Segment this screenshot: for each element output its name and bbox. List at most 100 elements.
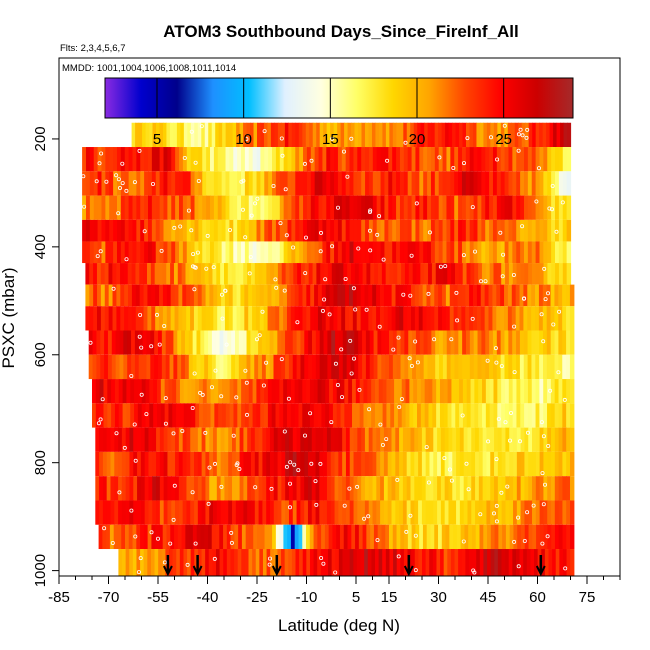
heatmap-cell xyxy=(241,403,246,428)
heatmap-cell xyxy=(455,263,460,285)
observation-dot xyxy=(260,309,265,314)
heatmap-cell xyxy=(532,122,537,148)
heatmap-cell xyxy=(217,147,223,172)
heatmap-cell xyxy=(358,524,364,550)
heatmap-cell xyxy=(546,284,552,307)
heatmap-cell xyxy=(89,219,95,242)
heatmap-cell xyxy=(148,147,153,172)
heatmap-cell xyxy=(116,306,121,331)
heatmap-cell xyxy=(368,427,374,452)
observation-dot xyxy=(172,483,177,488)
heatmap-cell xyxy=(216,451,222,477)
heatmap-cell xyxy=(318,147,324,172)
heatmap-cell xyxy=(501,263,506,285)
heatmap-cell xyxy=(292,427,298,452)
heatmap-cell xyxy=(380,476,385,501)
heatmap-cell xyxy=(147,524,152,550)
heatmap-cell xyxy=(500,330,506,355)
heatmap-cell xyxy=(535,427,541,452)
heatmap-cell xyxy=(175,500,180,525)
heatmap-cell xyxy=(268,195,273,220)
heatmap-cell xyxy=(115,354,121,380)
heatmap-cell xyxy=(389,549,394,576)
observation-dot xyxy=(163,421,168,426)
heatmap-cell xyxy=(478,451,484,477)
heatmap-cell xyxy=(394,403,399,428)
heatmap-cell xyxy=(454,330,459,355)
heatmap-cell xyxy=(153,403,158,428)
heatmap-cell xyxy=(461,171,467,196)
heatmap-cell xyxy=(411,147,417,172)
heatmap-cell xyxy=(404,263,410,285)
observation-dot xyxy=(321,561,326,566)
heatmap-cell xyxy=(223,549,228,576)
observation-dot xyxy=(203,430,208,435)
heatmap-cell xyxy=(173,263,179,285)
heatmap-cell xyxy=(195,379,200,404)
heatmap-cell xyxy=(140,476,146,501)
observation-dot xyxy=(494,360,499,365)
heatmap-cell xyxy=(407,195,413,220)
heatmap-cell xyxy=(434,306,439,331)
heatmap-cell xyxy=(418,549,423,576)
observation-dot xyxy=(157,342,162,347)
heatmap-cell xyxy=(164,379,170,404)
heatmap-cell xyxy=(292,500,298,525)
heatmap-cell xyxy=(344,379,349,404)
heatmap-cell xyxy=(288,427,294,452)
heatmap-cell xyxy=(175,147,180,172)
heatmap-cell xyxy=(555,147,560,172)
heatmap-cell xyxy=(283,284,288,307)
heatmap-cell xyxy=(400,330,405,355)
heatmap-cell xyxy=(415,195,420,220)
heatmap-cell xyxy=(438,241,444,264)
heatmap-cell xyxy=(275,379,280,404)
heatmap-cell xyxy=(207,524,213,550)
heatmap-cell xyxy=(310,147,316,172)
heatmap-cell xyxy=(410,122,415,148)
heatmap-cell xyxy=(473,330,479,355)
heatmap-cell xyxy=(102,451,108,477)
heatmap-cell xyxy=(396,330,402,355)
heatmap-cell xyxy=(306,195,312,220)
heatmap-cell xyxy=(333,122,338,148)
heatmap-cell xyxy=(281,500,286,525)
heatmap-cell xyxy=(191,403,196,428)
heatmap-cell xyxy=(194,195,199,220)
heatmap-cell xyxy=(323,354,328,380)
heatmap-cell xyxy=(389,354,394,380)
heatmap-cell xyxy=(501,379,506,404)
heatmap-cell xyxy=(211,524,217,550)
heatmap-cell xyxy=(559,549,564,576)
heatmap-cell xyxy=(150,354,155,380)
heatmap-cell xyxy=(250,122,255,148)
heatmap-cell xyxy=(489,354,494,380)
heatmap-cell xyxy=(485,379,491,404)
observation-dot xyxy=(163,396,168,401)
heatmap-cell xyxy=(277,427,282,452)
heatmap-cell xyxy=(462,354,467,380)
heatmap-cell xyxy=(550,379,556,404)
heatmap-cell xyxy=(351,524,356,550)
observation-dot xyxy=(516,564,521,569)
heatmap-cell xyxy=(210,379,215,404)
heatmap-cell xyxy=(107,354,113,380)
heatmap-cell xyxy=(411,171,417,196)
heatmap-cell xyxy=(178,427,184,452)
heatmap-cell xyxy=(262,500,267,525)
heatmap-cell xyxy=(456,524,462,550)
heatmap-cell xyxy=(380,219,386,242)
heatmap-cell xyxy=(539,379,544,404)
heatmap-cell xyxy=(167,219,172,242)
observation-dot xyxy=(144,412,149,417)
heatmap-cell xyxy=(296,330,302,355)
heatmap-cell xyxy=(335,263,341,285)
heatmap-cell xyxy=(216,476,222,501)
heatmap-cell xyxy=(558,476,564,501)
heatmap-cell xyxy=(97,195,103,220)
heatmap-cell xyxy=(317,379,323,404)
heatmap-cell xyxy=(149,379,154,404)
heatmap-cell xyxy=(428,403,433,428)
heatmap-cell xyxy=(120,147,126,172)
heatmap-cell xyxy=(505,500,510,525)
